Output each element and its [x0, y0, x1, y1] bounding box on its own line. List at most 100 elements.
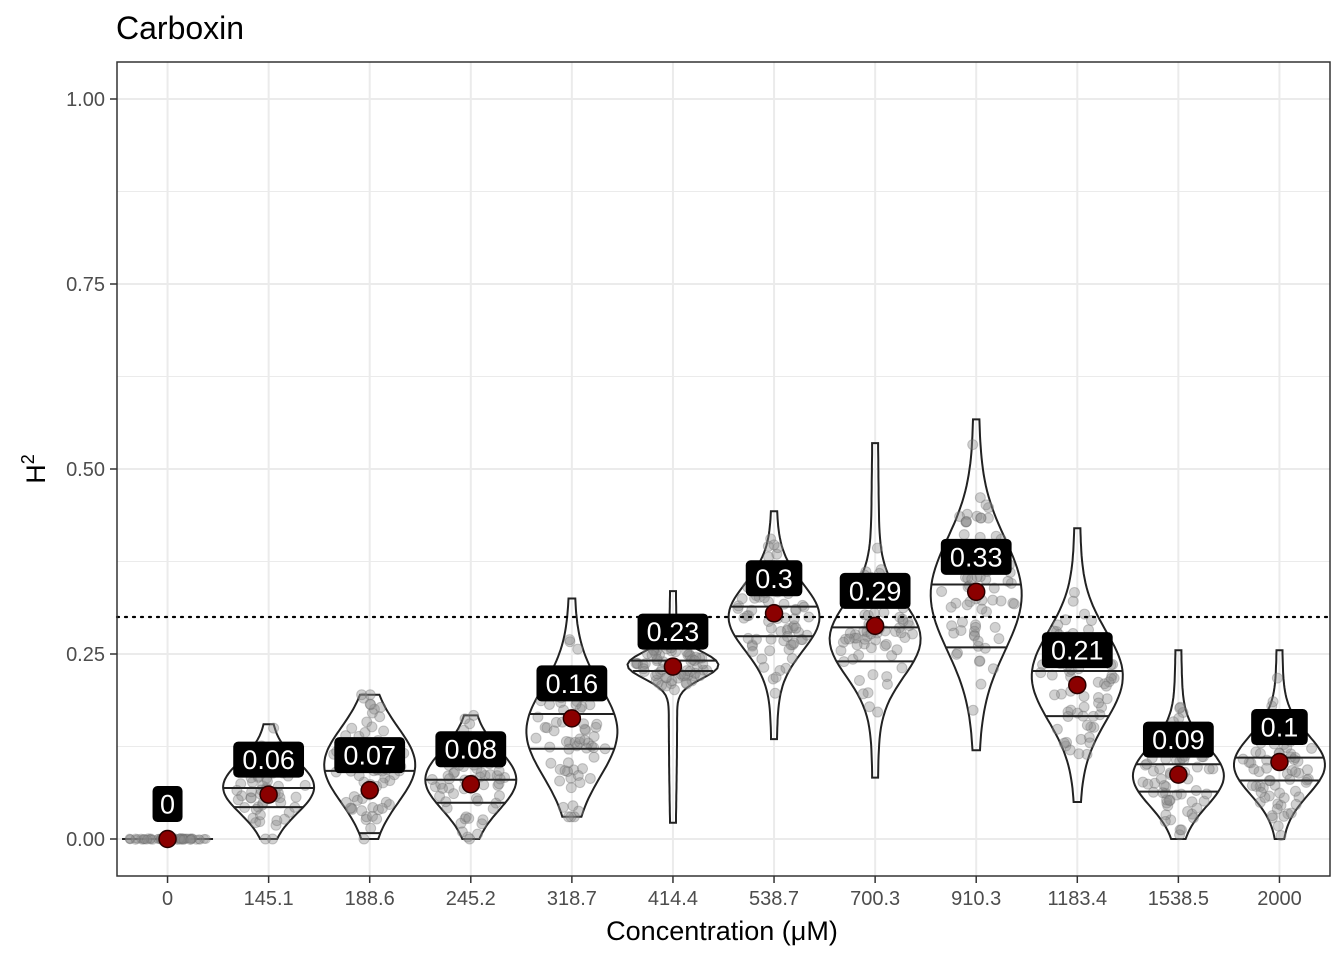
jitter-point — [1061, 736, 1073, 748]
jitter-point — [372, 804, 384, 816]
jitter-point — [1274, 787, 1286, 799]
jitter-point — [1267, 696, 1279, 708]
jitter-point — [960, 516, 972, 528]
jitter-point — [1271, 672, 1283, 684]
jitter-point — [694, 670, 706, 682]
jitter-point — [746, 639, 758, 651]
jitter-point — [1065, 704, 1077, 716]
jitter-point — [574, 736, 586, 748]
mean-point — [663, 657, 683, 676]
jitter-point — [788, 613, 800, 625]
mean-point — [1068, 675, 1087, 695]
jitter-point — [853, 649, 865, 661]
jitter-point — [896, 662, 908, 674]
jitter-point — [652, 677, 664, 689]
jitter-point — [1060, 740, 1072, 752]
jitter-point — [741, 610, 753, 622]
jitter-point — [1100, 680, 1112, 692]
jitter-point — [550, 716, 562, 728]
jitter-point — [429, 781, 441, 793]
jitter-point — [1246, 780, 1258, 792]
jitter-point — [1259, 792, 1271, 804]
jitter-point — [1142, 778, 1154, 790]
jitter-point — [562, 765, 574, 777]
jitter-point — [268, 722, 280, 734]
jitter-point — [1281, 768, 1293, 780]
jitter-point — [871, 542, 883, 554]
jitter-point — [376, 802, 388, 814]
jitter-point — [358, 833, 370, 845]
grid — [117, 62, 1330, 876]
jitter-point — [545, 757, 557, 769]
jitter-point — [746, 640, 758, 652]
x-tick-label: 414.4 — [648, 888, 698, 910]
jitter-point — [559, 765, 571, 777]
jitter-point — [895, 627, 907, 639]
jitter-point — [588, 731, 600, 743]
jitter-point — [853, 674, 865, 686]
jitter-point — [1055, 688, 1067, 700]
jitter-point — [146, 833, 157, 844]
jitter-point — [1293, 767, 1305, 779]
jitter-point — [569, 736, 581, 748]
mean-label-box — [334, 737, 406, 774]
jitter-point — [1147, 765, 1159, 777]
jitter-point — [348, 791, 360, 803]
violin-body — [424, 714, 518, 840]
jitter-point — [246, 786, 258, 798]
jitter-point — [1052, 619, 1064, 631]
jitter-point — [862, 687, 874, 699]
mean-label-box — [940, 538, 1012, 575]
jitter-point — [1084, 737, 1096, 749]
chart-title: Carboxin — [116, 10, 244, 46]
jitter-point — [344, 802, 356, 814]
jitter-point — [993, 633, 1005, 645]
mean-label-box — [745, 560, 803, 597]
mean-label: 0.16 — [546, 669, 599, 699]
jitter-point — [442, 770, 454, 782]
jitter-point — [975, 678, 987, 690]
jitter-point — [973, 655, 985, 667]
x-axis-title: Concentration (μM) — [606, 916, 838, 946]
x-tick-label: 538.7 — [749, 888, 799, 910]
jitter-point — [365, 822, 377, 834]
violin-body — [1131, 649, 1225, 840]
jitter-point — [1257, 782, 1269, 794]
jitter-point — [1078, 701, 1090, 713]
jitter-point — [1081, 748, 1093, 760]
jitter-point — [780, 662, 792, 674]
jitter-point — [448, 788, 460, 800]
jitter-point — [560, 735, 572, 747]
mean-label: 0.1 — [1261, 713, 1299, 743]
violin-body — [929, 418, 1023, 752]
jitter-point — [1175, 824, 1187, 836]
jitter-point — [975, 512, 987, 524]
jitter-point — [843, 633, 855, 645]
mean-label-box — [152, 786, 183, 822]
jitter-point — [666, 675, 678, 687]
jitter-point — [378, 725, 390, 737]
mean-label-box — [435, 731, 507, 768]
mean-label: 0.3 — [755, 564, 793, 594]
jitter-point — [1073, 748, 1085, 760]
jitter-point — [1005, 577, 1017, 589]
jitter-point — [787, 639, 799, 651]
jitter-point — [572, 643, 584, 655]
jitter-point — [261, 775, 273, 787]
jitter-point — [1064, 744, 1076, 756]
violin-body — [828, 442, 922, 779]
jitter-point — [443, 782, 455, 794]
jitter-point — [259, 833, 271, 845]
jitter-point — [980, 499, 992, 511]
jitter-point — [185, 833, 196, 844]
y-tick-label: 0.25 — [66, 644, 105, 666]
jitter-point — [1285, 748, 1297, 760]
jitter-point — [591, 718, 603, 730]
y-tick-label: 1.00 — [66, 89, 105, 111]
jitter-point — [1067, 595, 1079, 607]
jitter-point — [136, 833, 147, 844]
jitter-point — [1284, 773, 1296, 785]
jitter-point — [837, 636, 849, 648]
jitter-point — [145, 834, 156, 845]
